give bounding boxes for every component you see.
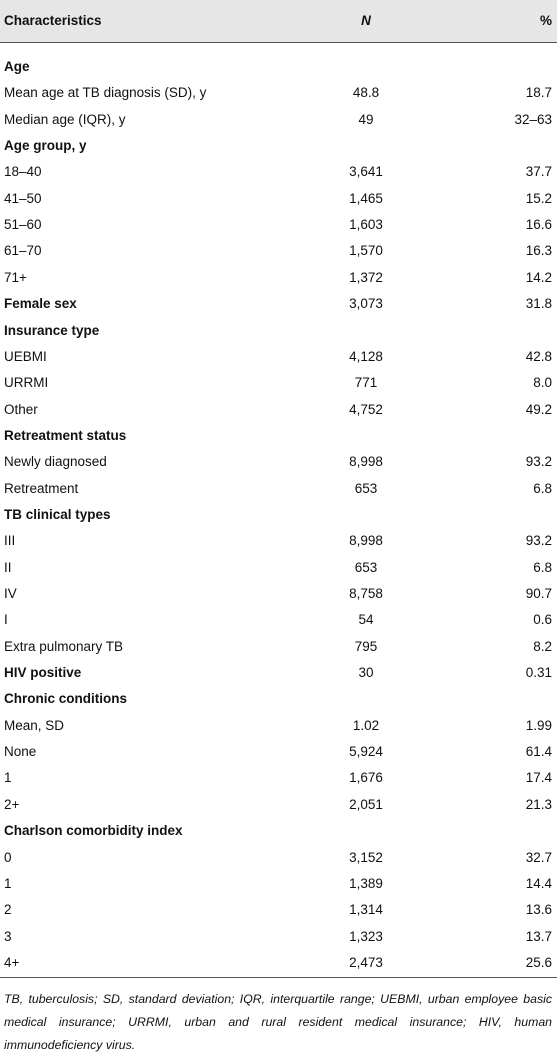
group-label: Charlson comorbidity index [4, 823, 183, 839]
cell: 31.8 [525, 296, 552, 312]
header-cell: % [539, 13, 552, 28]
cell: 8,758 [349, 586, 383, 601]
row-label: 1 [4, 770, 12, 786]
row-label: Mean, SD [4, 717, 65, 733]
cell: 4,752 [349, 401, 383, 417]
row-label: 71+ [4, 269, 27, 285]
cell: 1,314 [349, 902, 383, 918]
cell: 8.0 [533, 375, 552, 391]
row-label: Newly diagnosed [4, 454, 107, 470]
cell: 42.8 [525, 348, 552, 364]
cell: 2,473 [349, 954, 383, 970]
cell: 90.7 [525, 586, 552, 601]
cell: 6.8 [533, 480, 552, 496]
cell: 49.2 [525, 401, 552, 417]
cell: 1,372 [349, 269, 383, 285]
row-label: III [4, 533, 16, 549]
group-label: Age group, y [4, 138, 87, 154]
cell: 93.2 [525, 454, 552, 470]
group-label: HIV positive [4, 665, 82, 681]
cell: 653 [354, 559, 378, 575]
cell: 48.8 [352, 85, 380, 101]
header-cell: Characteristics [4, 13, 102, 28]
cell: 653 [354, 480, 378, 496]
cell: 1.99 [525, 717, 552, 733]
cell: 37.7 [525, 164, 552, 180]
cell: 14.4 [525, 875, 552, 891]
cell: 32–63 [514, 111, 552, 127]
table-rule [0, 977, 557, 979]
cell: 0.31 [525, 665, 552, 681]
row-label: 2 [4, 902, 12, 918]
cell: 25.6 [525, 954, 552, 970]
cell: 771 [354, 375, 378, 391]
row-label: 4+ [4, 954, 20, 970]
row-label: Median age (IQR), y [4, 111, 126, 127]
cell: 49 [358, 111, 374, 127]
row-label: 3 [4, 928, 12, 944]
cell: 61.4 [525, 744, 552, 760]
row-label: URRMI [4, 375, 49, 391]
group-label: Retreatment status [4, 427, 127, 443]
cell: 13.6 [525, 902, 552, 918]
row-label: II [4, 559, 12, 575]
row-label: None [4, 744, 37, 760]
cell: 1,570 [349, 243, 383, 259]
cell: 1,323 [349, 928, 383, 944]
cell: 8,998 [349, 454, 383, 470]
cell: 18.7 [525, 85, 552, 101]
row-label: 0 [4, 849, 12, 865]
row-label: Extra pulmonary TB [4, 638, 124, 654]
cell: 13.7 [525, 928, 552, 944]
cell: 16.6 [525, 217, 552, 233]
cell: 1,465 [349, 190, 383, 206]
cell: 8.2 [533, 638, 552, 654]
cell: 1,603 [349, 217, 383, 233]
cell: 54 [358, 612, 374, 628]
header-row [0, 0, 557, 43]
cell: 17.4 [525, 770, 552, 786]
row-label: 1 [4, 875, 12, 891]
row-label: 51–60 [4, 217, 42, 233]
cell: 15.2 [525, 190, 552, 206]
cell: 6.8 [533, 559, 552, 575]
row-label: Mean age at TB diagnosis (SD), y [4, 85, 207, 101]
group-label: Chronic conditions [4, 691, 127, 707]
cell: 16.3 [525, 243, 552, 259]
cell: 30 [358, 665, 374, 681]
group-label: TB clinical types [4, 506, 111, 522]
cell: 1.02 [352, 717, 380, 733]
cell: 2,051 [349, 796, 383, 812]
group-label: Female sex [4, 296, 77, 312]
cell: 3,073 [349, 296, 383, 312]
row-label: Other [4, 401, 38, 417]
row-label: I [4, 612, 8, 628]
row-label: 41–50 [4, 190, 42, 206]
row-label: 18–40 [4, 164, 42, 180]
cell: 5,924 [349, 744, 383, 760]
cell: 0.6 [533, 612, 552, 628]
header-cell: N [361, 13, 371, 28]
group-label: Insurance type [4, 322, 100, 338]
cell: 14.2 [525, 269, 552, 285]
cell: 3,641 [349, 164, 383, 180]
row-label: 61–70 [4, 243, 42, 259]
cell: 795 [354, 638, 378, 654]
row-label: IV [4, 586, 17, 601]
cell: 93.2 [525, 533, 552, 549]
cell: 1,676 [349, 770, 383, 786]
cell: 3,152 [349, 849, 383, 865]
row-label: UEBMI [4, 348, 47, 364]
row-label: 2+ [4, 796, 20, 812]
row-label: Retreatment [4, 480, 79, 496]
cell: 21.3 [525, 796, 552, 812]
footnote: TB, tuberculosis; SD, standard deviation… [4, 992, 552, 1052]
cell: 32.7 [525, 849, 552, 865]
group-label: Age [4, 59, 30, 74]
cell: 8,998 [349, 533, 383, 549]
cell: 4,128 [349, 348, 383, 364]
cell: 1,389 [349, 875, 383, 891]
